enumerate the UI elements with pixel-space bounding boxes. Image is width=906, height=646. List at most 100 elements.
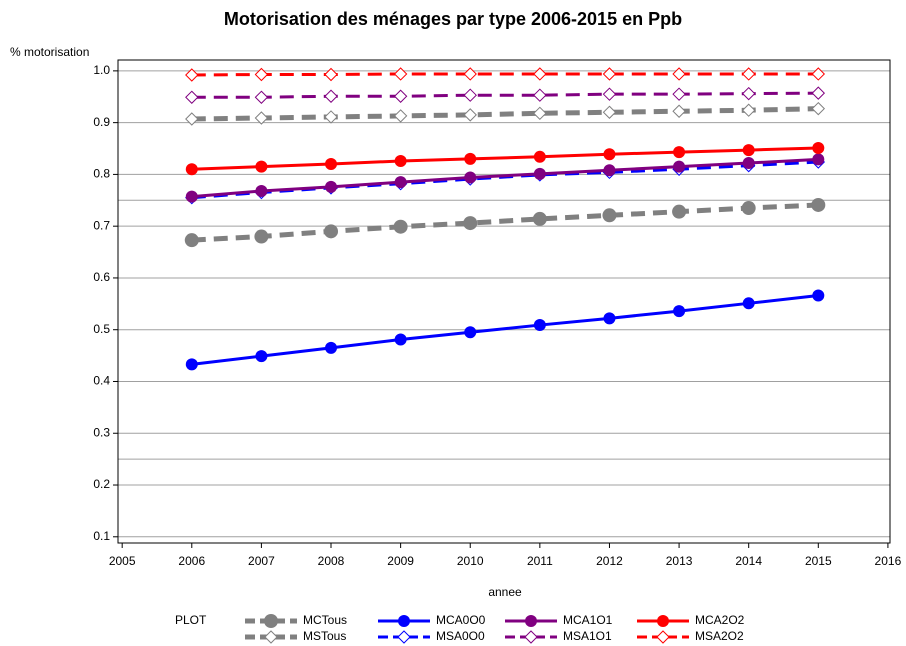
series-line: [191, 294, 819, 366]
legend-label: MCA2O2: [695, 613, 745, 627]
marker: [185, 112, 199, 126]
marker: [463, 67, 477, 81]
marker: [812, 289, 825, 302]
marker: [602, 67, 617, 81]
marker: [397, 630, 411, 644]
marker: [533, 88, 547, 102]
marker: [324, 67, 338, 82]
marker: [672, 104, 686, 118]
marker: [255, 184, 268, 197]
legend-label: MSA0O0: [436, 629, 485, 643]
series-line: [191, 106, 819, 122]
x-tick-label: 2013: [666, 554, 693, 568]
marker: [672, 67, 686, 81]
series-line: [191, 157, 819, 199]
y-tick-label: 0.7: [93, 218, 110, 232]
marker: [603, 148, 616, 161]
x-tick-label: 2009: [387, 554, 414, 568]
series-line: [191, 146, 819, 171]
series-line: [191, 160, 819, 200]
x-tick-label: 2015: [805, 554, 832, 568]
legend-label: MSA1O1: [563, 629, 612, 643]
marker: [811, 67, 826, 81]
marker: [533, 67, 547, 81]
marker: [185, 68, 199, 82]
legend-label: MCA1O1: [563, 613, 613, 627]
y-tick-label: 0.4: [93, 374, 110, 388]
marker: [325, 341, 338, 354]
marker: [185, 358, 198, 371]
marker: [254, 67, 269, 82]
marker: [185, 90, 199, 104]
marker: [393, 109, 408, 123]
marker: [525, 615, 537, 627]
marker: [741, 201, 756, 216]
y-axis-label: % motorisation: [10, 45, 89, 59]
marker: [603, 164, 616, 177]
y-tick-label: 0.5: [93, 322, 110, 336]
marker: [264, 614, 278, 628]
marker: [603, 312, 616, 325]
marker: [463, 88, 477, 102]
y-tick-label: 0.2: [93, 477, 110, 491]
marker: [602, 105, 617, 119]
marker: [463, 108, 477, 122]
x-tick-label: 2008: [318, 554, 345, 568]
marker: [325, 180, 338, 193]
marker: [324, 89, 338, 103]
marker: [254, 90, 269, 104]
legend-label: MCTous: [303, 613, 347, 627]
marker: [393, 89, 408, 103]
marker: [394, 333, 407, 346]
marker: [672, 87, 686, 101]
marker: [657, 615, 669, 627]
y-tick-label: 0.1: [93, 529, 110, 543]
x-tick-label: 2012: [596, 554, 623, 568]
marker: [533, 150, 546, 163]
marker: [533, 167, 546, 180]
marker: [255, 160, 268, 173]
marker: [464, 152, 477, 165]
marker: [264, 630, 278, 644]
x-axis-label: annee: [488, 585, 522, 599]
marker: [656, 630, 670, 644]
marker: [812, 142, 825, 155]
marker: [672, 204, 687, 219]
marker: [741, 67, 756, 81]
x-tick-label: 2011: [527, 554, 553, 568]
legend-label: MCA0O0: [436, 613, 486, 627]
marker: [533, 106, 547, 121]
marker: [811, 101, 826, 116]
marker: [532, 211, 547, 226]
marker: [741, 103, 756, 117]
x-tick-label: 2014: [735, 554, 762, 568]
marker: [811, 197, 826, 212]
legend-label: MSA2O2: [695, 629, 744, 643]
marker: [324, 224, 339, 239]
marker: [602, 208, 617, 223]
marker: [325, 158, 338, 171]
legend-label: MSTous: [303, 629, 346, 643]
marker: [463, 216, 478, 231]
marker: [255, 350, 268, 363]
marker: [811, 86, 826, 100]
y-tick-label: 0.3: [93, 425, 110, 439]
series-line: [191, 202, 819, 243]
series-line: [191, 91, 819, 99]
y-tick-label: 0.9: [93, 115, 110, 129]
marker: [673, 160, 686, 173]
marker: [673, 146, 686, 159]
marker: [254, 229, 269, 244]
x-tick-label: 2016: [875, 554, 902, 568]
chart-title: Motorisation des ménages par type 2006-2…: [224, 9, 682, 29]
marker: [602, 87, 617, 101]
y-tick-label: 1.0: [93, 63, 110, 77]
marker: [324, 110, 338, 124]
marker: [464, 326, 477, 339]
y-tick-label: 0.6: [93, 270, 110, 284]
marker: [464, 171, 477, 184]
marker: [184, 233, 199, 248]
marker: [398, 615, 410, 627]
marker: [741, 86, 756, 101]
